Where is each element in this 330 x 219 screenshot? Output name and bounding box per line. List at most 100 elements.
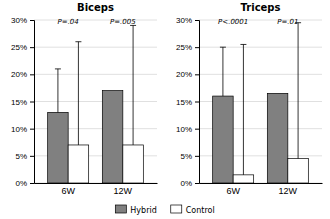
legend: Hybrid Control <box>115 205 214 215</box>
y-tick-mark <box>195 74 199 75</box>
y-tick: 0% <box>180 179 199 188</box>
annotation: P<.0001 <box>218 18 248 26</box>
grid-line <box>199 47 322 48</box>
x-axis: 6W 12W <box>35 184 158 197</box>
title: Triceps <box>241 2 281 13</box>
chart-container: 0% 5% 10% 15% 20% 25% 30% 6W 12W Biceps P=.04 P=.00… <box>0 0 330 219</box>
y-tick-mark <box>30 74 34 75</box>
x-tick-label: 6W <box>61 186 75 196</box>
error-bar-cap <box>240 44 246 45</box>
error-bar-line <box>298 23 299 159</box>
y-tick-label: 10% <box>11 125 27 134</box>
error-bar-line <box>133 25 134 145</box>
grid-line <box>34 74 157 75</box>
x-tick-label: 12W <box>114 186 133 196</box>
y-tick-label: 0% <box>180 179 192 188</box>
annotation: P=.04 <box>58 18 79 26</box>
title: Biceps <box>77 2 114 13</box>
y-tick-label: 20% <box>11 70 27 79</box>
y-tick: 10% <box>176 125 199 134</box>
y-tick: 5% <box>180 152 199 161</box>
y-tick: 30% <box>11 16 34 25</box>
y-tick-label: 15% <box>11 98 27 107</box>
y-tick-label: 0% <box>15 179 27 188</box>
y-tick-mark <box>30 156 34 157</box>
y-tick-label: 5% <box>15 152 27 161</box>
error-bar <box>295 23 301 159</box>
x-axis: 6W 12W <box>200 184 323 197</box>
error-bar <box>220 47 226 96</box>
y-tick-label: 25% <box>176 43 192 52</box>
error-bar <box>75 42 81 145</box>
error-bar <box>130 25 136 145</box>
grid-line <box>34 20 157 21</box>
legend-item: Hybrid <box>115 205 156 215</box>
x-tick: 12W <box>114 186 133 196</box>
bar <box>102 91 123 183</box>
error-bar-line <box>243 44 244 174</box>
error-bar-line <box>222 47 223 96</box>
y-tick-mark <box>30 47 34 48</box>
y-tick-mark <box>30 20 34 21</box>
grid-line <box>199 74 322 75</box>
y-tick-label: 20% <box>176 70 192 79</box>
plot-marks <box>213 23 309 183</box>
grid-line <box>34 47 157 48</box>
y-tick: 15% <box>176 98 199 107</box>
y-tick: 30% <box>176 16 199 25</box>
panel: 0%5%10%15%20%25%30%6W12WTricepsP<.0001P=… <box>176 2 323 196</box>
error-bar <box>55 69 61 112</box>
y-tick-mark <box>195 102 199 103</box>
error-bar-cap <box>55 68 61 69</box>
chart-svg: 0% 5% 10% 15% 20% 25% 30% 6W 12W Biceps P=.04 P=.00… <box>0 0 330 219</box>
grid-line <box>34 101 157 102</box>
grid <box>199 20 322 183</box>
x-tick: 6W <box>226 186 240 196</box>
y-tick: 0% <box>15 179 34 188</box>
y-tick: 25% <box>11 43 34 52</box>
y-tick: 10% <box>11 125 34 134</box>
y-tick-mark <box>30 129 34 130</box>
y-tick-mark <box>30 183 34 184</box>
plot-marks <box>48 25 144 183</box>
legend-label: Control <box>186 206 215 215</box>
y-tick-label: 25% <box>11 43 27 52</box>
x-tick: 12W <box>279 186 298 196</box>
y-axis: 0% 5% 10% 15% 20% 25% 30% <box>11 16 35 188</box>
y-tick-mark <box>195 20 199 21</box>
axis-line <box>35 183 158 184</box>
y-tick: 25% <box>176 43 199 52</box>
y-tick-mark <box>195 129 199 130</box>
x-tick: 6W <box>61 186 75 196</box>
axis-line <box>200 183 323 184</box>
y-tick-label: 30% <box>176 16 192 25</box>
error-bar <box>240 44 246 174</box>
legend-swatch <box>171 205 182 213</box>
y-tick: 5% <box>15 152 34 161</box>
y-tick-label: 15% <box>176 98 192 107</box>
y-tick-mark <box>30 102 34 103</box>
legend-item: Control <box>171 205 215 215</box>
axis-line <box>195 21 200 184</box>
y-tick: 15% <box>11 98 34 107</box>
y-axis: 0% 5% 10% 15% 20% 25% 30% <box>176 16 200 188</box>
error-bar-line <box>78 42 79 145</box>
x-tick-label: 6W <box>226 186 240 196</box>
y-tick-label: 10% <box>176 125 192 134</box>
y-tick-label: 30% <box>11 16 27 25</box>
annotation: P=.005 <box>110 18 136 26</box>
legend-swatch <box>115 205 126 213</box>
y-tick-label: 5% <box>180 152 192 161</box>
y-tick: 20% <box>11 70 34 79</box>
bar <box>48 112 69 183</box>
bar <box>68 145 89 183</box>
bar <box>267 93 288 183</box>
panel: 0% 5% 10% 15% 20% 25% 30% 6W 12W Biceps P=.04 P=.00… <box>11 2 158 196</box>
grid <box>34 20 157 183</box>
y-tick-mark <box>195 156 199 157</box>
error-bar-cap <box>75 41 81 42</box>
axis-line <box>30 21 35 184</box>
error-bar-line <box>57 69 58 112</box>
y-tick: 20% <box>176 70 199 79</box>
bar <box>213 96 234 183</box>
